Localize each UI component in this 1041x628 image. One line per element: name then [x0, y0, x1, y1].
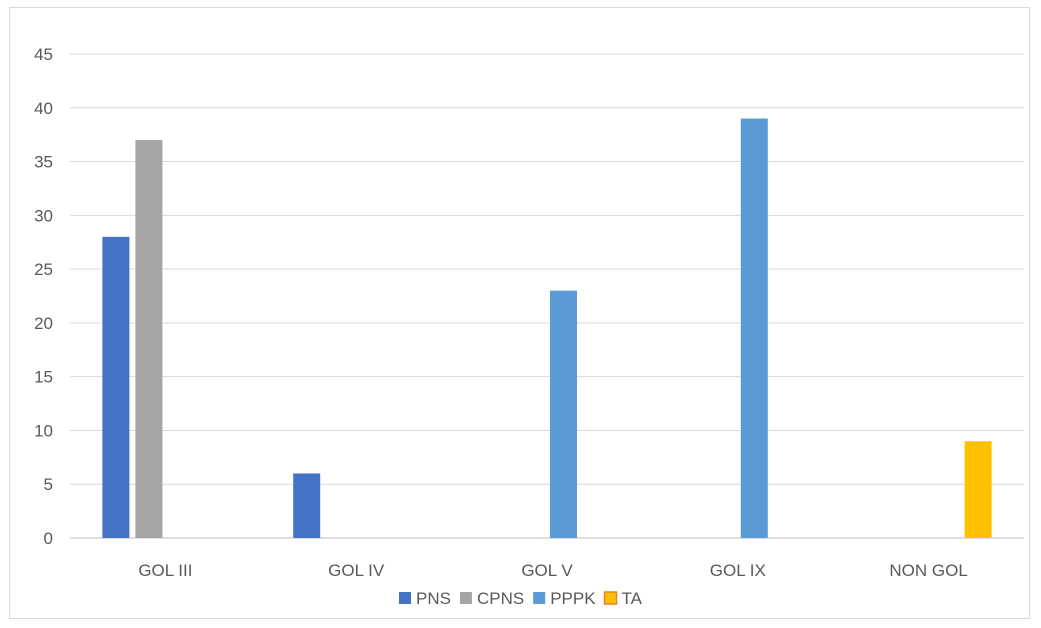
legend-label-ta: TA	[622, 589, 643, 608]
y-tick-label: 40	[34, 99, 53, 118]
y-tick-label: 20	[34, 314, 53, 333]
y-tick-label: 15	[34, 368, 53, 387]
y-tick-label: 10	[34, 421, 53, 440]
bar-ta-non-gol	[964, 441, 992, 538]
x-tick-label: GOL III	[138, 561, 192, 580]
legend: PNS CPNS PPPK TA	[398, 589, 643, 608]
bar-cpns-gol-iii	[135, 140, 163, 539]
legend-label-pppk: PPPK	[550, 589, 596, 608]
x-tick-label: GOL IX	[710, 561, 766, 580]
legend-swatch-ta	[603, 591, 618, 605]
y-tick-label: 30	[34, 206, 53, 225]
y-axis-ticks: 0 5 10 15 20 25 30 35 40 45	[34, 45, 53, 548]
y-tick-label: 35	[34, 153, 53, 172]
x-tick-label: GOL V	[521, 561, 573, 580]
x-tick-label: NON GOL	[889, 561, 967, 580]
bar-pppk-gol-ix	[740, 118, 768, 539]
y-tick-label: 0	[44, 529, 53, 548]
legend-swatch-pppk	[533, 592, 546, 604]
bar-pns-gol-iii	[102, 236, 130, 538]
legend-swatch-pns	[398, 592, 411, 604]
bars	[102, 118, 992, 539]
gridlines	[70, 53, 1024, 539]
x-axis-ticks: GOL III GOL IV GOL V GOL IX NON GOL	[138, 561, 967, 580]
y-tick-label: 45	[34, 45, 53, 64]
bar-pns-gol-iv	[293, 473, 321, 538]
chart-frame: 0 5 10 15 20 25 30 35 40 45 GOL III GOL IV GOL V GOL…	[9, 7, 1030, 619]
legend-swatch-cpns	[459, 592, 472, 604]
legend-label-cpns: CPNS	[477, 589, 524, 608]
y-tick-label: 25	[34, 260, 53, 279]
bar-pppk-gol-v	[550, 290, 577, 538]
x-tick-label: GOL IV	[328, 561, 385, 580]
legend-label-pns: PNS	[416, 589, 451, 608]
y-tick-label: 5	[44, 475, 53, 494]
